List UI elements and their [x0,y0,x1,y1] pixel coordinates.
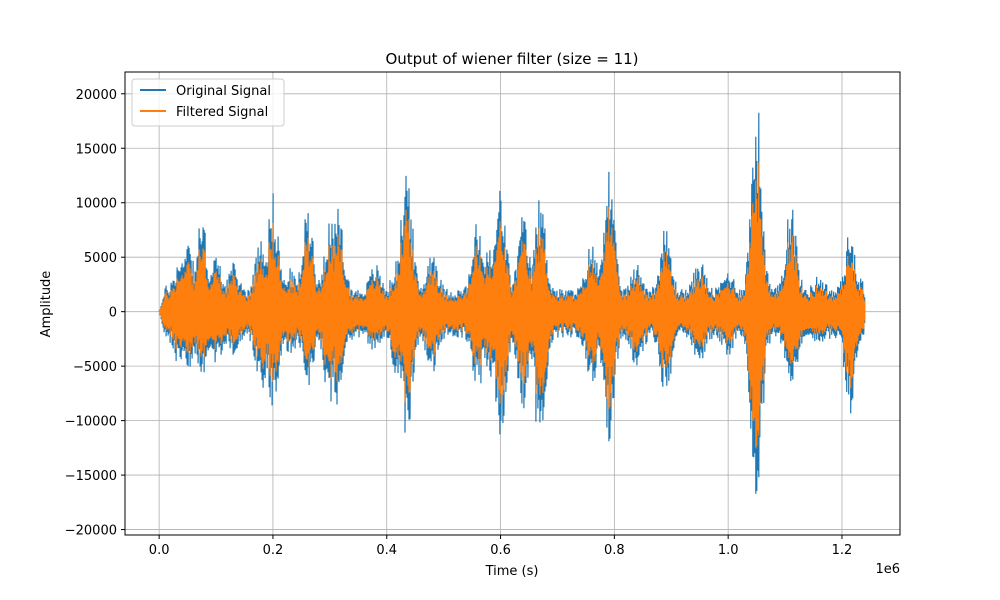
y-tick-label: 0 [109,306,117,321]
chart-title: Output of wiener filter (size = 11) [385,50,638,68]
grid-lines [125,72,900,535]
legend-label-original: Original Signal [176,84,271,99]
y-tick-label: −15000 [65,469,117,484]
x-axis-offset-label: 1e6 [875,562,900,577]
x-tick-label: 0.2 [263,543,284,558]
x-tick-label: 0.6 [490,543,511,558]
y-tick-label: 15000 [76,142,117,157]
y-tick-label: 20000 [76,88,117,103]
legend-box [131,78,285,127]
y-tick-label: −5000 [73,360,117,375]
y-tick-label: −20000 [65,524,117,539]
series-line-filtered-signal [158,162,866,449]
x-tick-label: 0.4 [376,543,397,558]
x-axis-ticks: 0.0 0.2 0.4 0.6 0.8 1.0 1.2 [149,535,853,558]
plot-frame [124,71,901,536]
x-tick-label: 1.0 [718,543,739,558]
y-axis-label: Amplitude [39,271,54,338]
x-tick-label: 0.8 [604,543,625,558]
x-axis-label: Time (s) [485,564,539,579]
series-layer [158,112,866,494]
y-axis-ticks: −20000 −15000 −10000 −5000 0 5000 10000 15000 20… [65,88,125,539]
x-tick-label: 0.0 [149,543,170,558]
y-tick-label: −10000 [65,415,117,430]
x-tick-label: 1.2 [832,543,853,558]
legend: Original Signal Filtered Signal [131,78,285,127]
legend-label-filtered: Filtered Signal [176,105,268,120]
y-tick-label: 10000 [76,197,117,212]
y-tick-label: 5000 [84,251,117,266]
